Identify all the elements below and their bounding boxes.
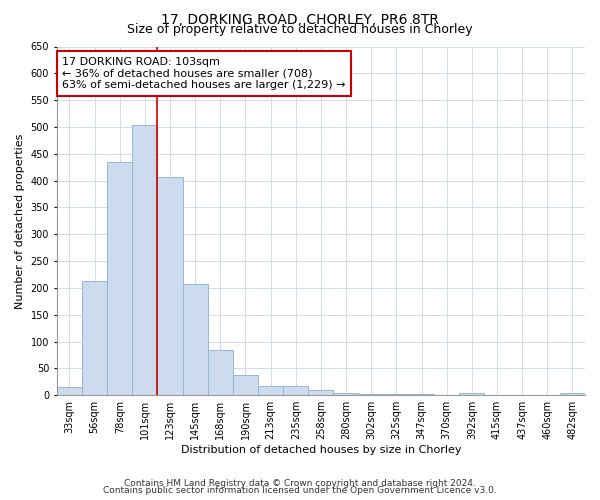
Bar — [409, 394, 434, 395]
Bar — [107, 162, 132, 395]
Bar — [132, 126, 157, 395]
Bar — [484, 394, 509, 395]
Text: Contains HM Land Registry data © Crown copyright and database right 2024.: Contains HM Land Registry data © Crown c… — [124, 478, 476, 488]
Text: 17, DORKING ROAD, CHORLEY, PR6 8TR: 17, DORKING ROAD, CHORLEY, PR6 8TR — [161, 12, 439, 26]
Text: 17 DORKING ROAD: 103sqm
← 36% of detached houses are smaller (708)
63% of semi-d: 17 DORKING ROAD: 103sqm ← 36% of detache… — [62, 57, 346, 90]
Bar — [334, 392, 359, 395]
Bar — [208, 350, 233, 395]
Bar — [308, 390, 334, 395]
Bar — [182, 284, 208, 395]
Bar — [384, 394, 409, 395]
Text: Contains public sector information licensed under the Open Government Licence v3: Contains public sector information licen… — [103, 486, 497, 495]
Text: Size of property relative to detached houses in Chorley: Size of property relative to detached ho… — [127, 22, 473, 36]
X-axis label: Distribution of detached houses by size in Chorley: Distribution of detached houses by size … — [181, 445, 461, 455]
Bar — [535, 394, 560, 395]
Bar — [459, 393, 484, 395]
Bar — [258, 386, 283, 395]
Y-axis label: Number of detached properties: Number of detached properties — [15, 133, 25, 308]
Bar — [57, 387, 82, 395]
Bar — [509, 394, 535, 395]
Bar — [560, 393, 585, 395]
Bar — [82, 281, 107, 395]
Bar — [157, 177, 182, 395]
Bar — [434, 394, 459, 395]
Bar — [233, 375, 258, 395]
Bar — [283, 386, 308, 395]
Bar — [359, 394, 384, 395]
